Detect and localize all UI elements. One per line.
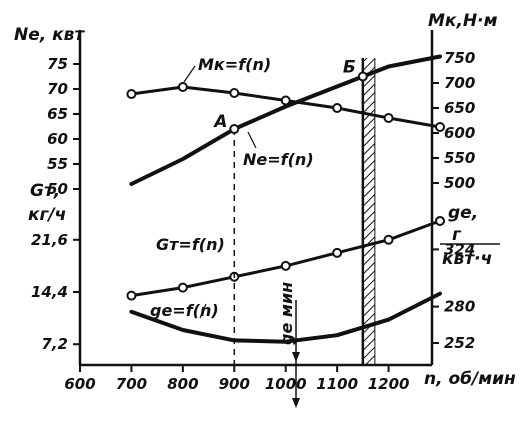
specific-fuel-series-line [129,291,442,344]
point-a-label: А [212,112,227,132]
x-tick-label: 800 [167,375,198,393]
fuel-rate-series-point [280,260,291,271]
ne-axis-tick-label: 75 [47,55,68,73]
mk-axis-tick-label: 750 [444,49,475,67]
specific-fuel-series-label: ge=f(n) [150,301,219,320]
mk-axis-tick-label: 700 [444,74,475,92]
x-tick-label: 1200 [368,375,410,393]
fuel-rate-series-point [177,282,188,293]
x-tick-label: 700 [116,375,147,393]
mk-axis-tick-label: 650 [444,99,475,117]
torque-series-point [229,88,240,98]
ge-min-arrow-head [292,352,301,362]
x-tick-label: 600 [64,375,95,393]
left-mid-axis-label-2: кг/ч [28,205,66,225]
ge-axis-tick-label: 252 [444,334,475,352]
ne-axis-tick-label: 60 [47,130,68,148]
fuel-rate-series-point [332,247,343,258]
gt-axis-low-tick-label: 7,2 [41,335,68,353]
gt-axis-tick-label: 21,6 [31,231,68,249]
left-top-axis-label: Ne, квт [14,25,85,45]
ge-min-arrow-tail [292,398,301,408]
power-leader-line [247,131,257,149]
right-low-axis-label-3: квт·ч [442,249,492,269]
ne-axis-tick-label: 65 [47,105,68,123]
point-a-marker [229,124,240,134]
x-axis-label: n, об/мин [424,369,516,389]
hatched-region [362,58,375,365]
ge-axis-tick-label: 280 [444,298,475,316]
point-b-label: Б [343,58,356,78]
power-series-line [129,54,442,186]
mk-axis-tick-label: 600 [444,124,475,142]
right-top-axis-label: Mк,Н·м [428,11,498,31]
specific-fuel-leader-line [199,303,207,319]
torque-series-point [126,89,137,99]
torque-series-point [177,82,188,92]
power-series-label: Ne=f(n) [243,150,314,169]
fuel-rate-series-label: Gт=f(n) [156,235,225,254]
torque-series-point [383,113,394,123]
x-tick-label: 1100 [316,375,358,393]
fuel-rate-series-point [383,234,394,245]
ne-axis-tick-label: 50 [47,180,68,198]
ge-axis-tick-label: 324 [444,240,475,258]
ne-axis-tick-label: 70 [47,80,68,98]
mk-axis-tick-label: 550 [444,149,475,167]
ge-min-label: ge мин [277,282,296,345]
point-b-marker [357,71,368,82]
ne-axis-tick-label: 55 [47,155,68,173]
fuel-rate-series-point [126,290,137,301]
torque-leader-line [183,65,196,83]
left-mid-axis-label-1: Gт, [30,181,60,201]
fuel-rate-series-point [435,215,446,226]
torque-series-label: Mк=f(n) [198,55,271,74]
torque-series-point [332,103,343,113]
mk-axis-tick-label: 500 [444,174,475,192]
right-low-axis-label-2: г [452,225,462,245]
x-tick-label: 900 [219,375,250,393]
x-tick-label: 1000 [265,375,307,393]
right-low-axis-label-1: ge, [448,203,478,223]
gt-axis-tick-label: 14,4 [31,283,68,301]
torque-series-point [435,122,446,132]
